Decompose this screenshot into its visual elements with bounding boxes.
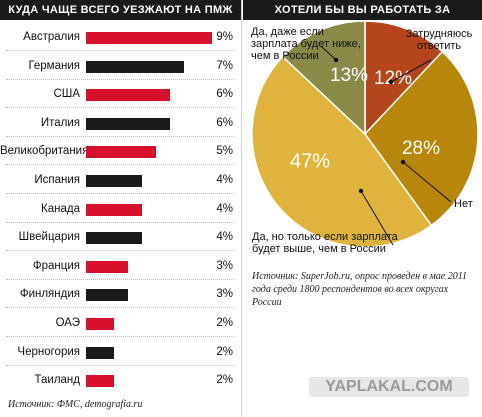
bar	[86, 146, 156, 159]
bar-value-label: 4%	[216, 231, 233, 244]
row-separator	[6, 50, 234, 51]
leader-dot	[388, 79, 394, 85]
leader-dot	[358, 188, 364, 194]
bar	[86, 232, 142, 245]
leader-line	[360, 190, 394, 246]
bar	[86, 32, 212, 44]
bar-category-label: Испания	[34, 174, 80, 186]
bar	[86, 318, 114, 330]
pie-slice	[364, 50, 479, 227]
pie-annotation-12: Затрудняюсь ответить	[405, 28, 473, 52]
row-separator	[6, 250, 234, 252]
row-separator	[6, 364, 234, 366]
pie-annotation-47: Да, но только если зарплата будет выше, …	[252, 231, 398, 255]
leader-line	[320, 45, 337, 61]
bar-value-label: 9%	[216, 31, 233, 43]
watermark-logo: YAPLAKAL.COM	[309, 377, 469, 397]
row-separator	[6, 221, 234, 223]
bar-category-label: Финляндия	[19, 288, 80, 301]
row-separator	[6, 135, 234, 137]
bar-chart-source: Источник: ФМС, demografia.ru	[8, 399, 143, 410]
row-separator	[6, 78, 234, 80]
bar	[86, 260, 128, 273]
leader-dot	[400, 159, 406, 165]
bar	[86, 89, 170, 102]
pie-chart-title: ХОТЕЛИ БЫ ВЫ РАБОТАТЬ ЗА ГРАНИЦЕЙ?	[243, 0, 482, 36]
bar-value-label: 2%	[216, 345, 233, 358]
bar-category-label: Германия	[28, 59, 80, 72]
pie-chart-source: Источник: SuperJob.ru, опрос проведен в …	[252, 271, 467, 308]
leader-line	[402, 161, 452, 203]
bar-category-label: Италия	[40, 116, 80, 129]
bar	[86, 289, 128, 302]
bar-value-label: 6%	[216, 88, 233, 101]
bar-value-label: 6%	[216, 116, 233, 129]
row-separator	[6, 193, 234, 194]
bar	[86, 117, 170, 130]
bar-category-label: США	[53, 88, 80, 101]
row-separator	[6, 336, 234, 337]
pie-annotation-13: Да, даже если зарплата будет ниже, чем в…	[251, 26, 361, 62]
row-separator	[6, 307, 234, 309]
bar-value-label: 5%	[216, 145, 233, 158]
leader-line	[390, 59, 432, 83]
bar-category-label: Франция	[32, 259, 80, 272]
bar-category-label: Австралия	[23, 31, 80, 43]
pie-value-label: 13%	[330, 65, 368, 86]
leader-dot	[333, 57, 339, 63]
bar-category-label: Швейцария	[18, 231, 80, 244]
bar	[86, 375, 114, 388]
pie-slice	[281, 20, 366, 136]
bar-category-label: Канада	[41, 202, 80, 215]
row-separator	[6, 278, 234, 280]
bar	[86, 203, 142, 216]
pie-value-label: 12%	[374, 68, 412, 89]
pie-chart: 12% 28% 47% 13%	[251, 20, 479, 248]
row-separator	[6, 107, 234, 109]
row-separator	[6, 164, 234, 166]
bar-value-label: 2%	[216, 317, 233, 329]
pie-slice	[364, 20, 444, 136]
bar-value-label: 3%	[216, 288, 233, 301]
bar-value-label: 7%	[216, 59, 233, 72]
bar-category-label: Таиланд	[34, 374, 81, 387]
bar-value-label: 4%	[216, 174, 233, 186]
pie-value-label: 28%	[402, 138, 440, 159]
bar-value-label: 3%	[216, 259, 233, 272]
pie-annotation-28: Нет	[454, 198, 473, 210]
bar	[86, 346, 114, 359]
pie-value-label: 47%	[290, 150, 330, 172]
panel-divider	[241, 0, 242, 417]
bar-value-label: 2%	[216, 374, 233, 387]
bar-chart: Австралия 9% Германия 7% США 6% Италия 6% Велико…	[0, 31, 234, 388]
bar-category-label: Черногория	[17, 345, 80, 358]
bar-category-label: Великобритания	[0, 145, 89, 158]
bar-category-label: ОАЭ	[55, 317, 80, 329]
bar	[86, 175, 142, 187]
bar	[86, 60, 184, 73]
bar-value-label: 4%	[216, 202, 233, 215]
